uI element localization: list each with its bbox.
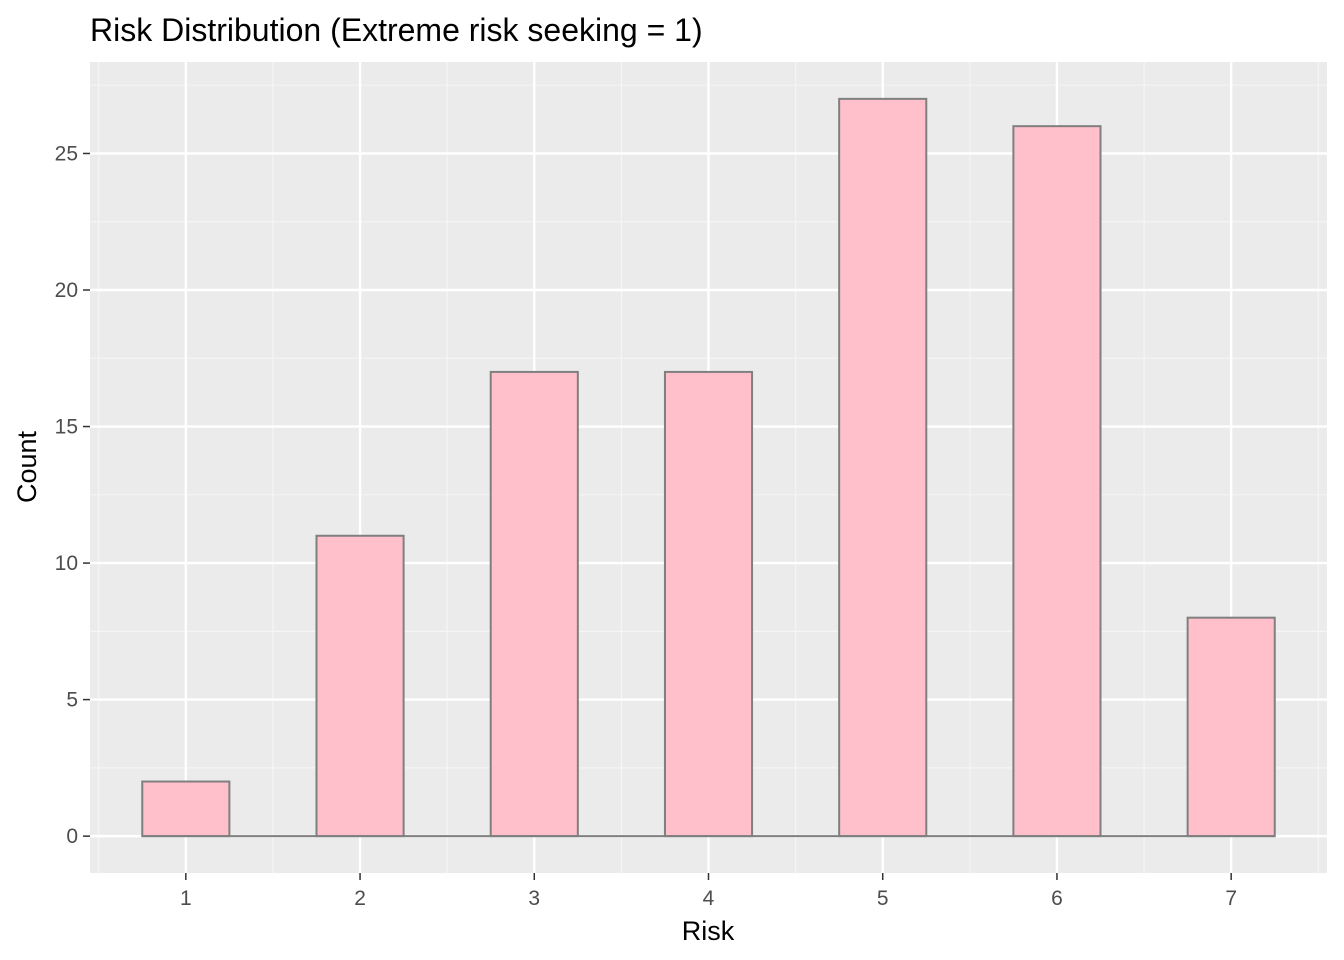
bar-6	[1012, 125, 1102, 838]
bar-4	[663, 370, 754, 838]
x-tick-label: 2	[354, 887, 366, 910]
x-tick-label: 1	[180, 887, 192, 910]
y-tick-label: 10	[55, 552, 78, 575]
bar-1	[141, 780, 231, 838]
x-axis-title: Risk	[682, 916, 735, 946]
bar-5	[838, 97, 928, 838]
bar-7	[1186, 616, 1276, 838]
y-tick-label: 5	[66, 689, 78, 712]
y-tick-label: 0	[66, 825, 78, 848]
y-tick-label: 15	[55, 416, 78, 439]
chart-title: Risk Distribution (Extreme risk seeking …	[90, 12, 703, 48]
y-axis: 0 5 10 15 20 25	[55, 142, 90, 848]
x-tick-label: 3	[528, 887, 540, 910]
y-axis-title: Count	[12, 430, 42, 503]
bar-3	[489, 370, 579, 838]
y-tick-label: 20	[55, 279, 78, 302]
x-tick-label: 5	[877, 887, 889, 910]
bar-2	[315, 534, 405, 838]
y-tick-label: 25	[55, 142, 78, 165]
x-tick-label: 4	[703, 887, 715, 910]
bars	[141, 97, 1276, 838]
x-tick-label: 6	[1051, 887, 1063, 910]
x-axis: 1 2 3 4 5 6 7	[180, 873, 1237, 910]
x-tick-label: 7	[1225, 887, 1237, 910]
